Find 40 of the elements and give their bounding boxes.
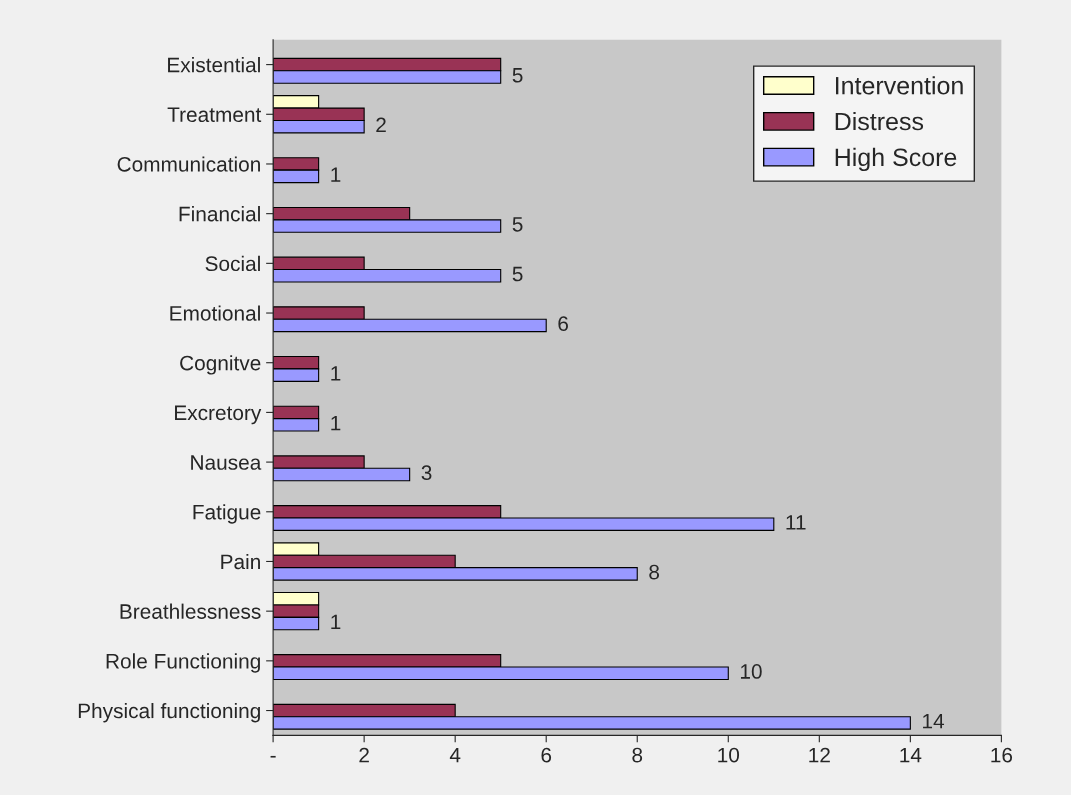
y-tick-label: Excretory bbox=[175, 405, 262, 425]
y-tick-label: Nausea bbox=[191, 455, 262, 470]
y-tick-label: Treatment bbox=[167, 107, 262, 123]
y-tick-label: Pain bbox=[221, 553, 260, 570]
y-tick-label: Emotional bbox=[170, 305, 260, 321]
x-tick-label: - bbox=[270, 755, 276, 758]
y-tick-label: Role Functioning bbox=[106, 653, 260, 673]
legend-label: Distress bbox=[835, 111, 924, 131]
data-label: 6 bbox=[558, 316, 568, 332]
y-tick-label: Fatigue bbox=[193, 504, 261, 524]
x-tick-label: 6 bbox=[541, 747, 552, 763]
data-label: 10 bbox=[740, 664, 762, 679]
x-tick-label: 16 bbox=[991, 747, 1013, 763]
y-tick-label: Breathlessness bbox=[120, 603, 261, 619]
data-label: 11 bbox=[786, 515, 806, 530]
data-label: 1 bbox=[331, 167, 341, 182]
y-tick-label: Communication bbox=[117, 156, 260, 172]
data-label: 5 bbox=[512, 217, 523, 232]
data-label: 8 bbox=[649, 564, 660, 580]
legend-label: Intervention bbox=[836, 76, 963, 95]
data-label: 5 bbox=[512, 68, 523, 83]
data-label: 5 bbox=[512, 266, 523, 282]
y-tick-label: Cognitve bbox=[180, 355, 261, 375]
legend-label: High Score bbox=[835, 147, 957, 172]
x-tick-label: 8 bbox=[632, 747, 643, 763]
x-tick-label: 2 bbox=[359, 747, 369, 763]
x-tick-label: 10 bbox=[718, 747, 740, 763]
data-label: 14 bbox=[923, 714, 945, 729]
y-tick-label: Social bbox=[205, 255, 260, 272]
x-tick-label: 12 bbox=[809, 747, 830, 763]
data-label: 1 bbox=[331, 415, 341, 431]
x-tick-label: 14 bbox=[900, 747, 922, 763]
y-tick-label: Physical functioning bbox=[78, 702, 260, 723]
x-tick-label: 4 bbox=[449, 747, 461, 763]
data-label: 1 bbox=[331, 614, 341, 629]
data-label: 2 bbox=[376, 117, 386, 133]
y-tick-label: Financial bbox=[179, 206, 260, 222]
data-label: 3 bbox=[421, 465, 432, 481]
data-label: 1 bbox=[331, 366, 341, 381]
y-tick-label: Existential bbox=[168, 57, 260, 73]
